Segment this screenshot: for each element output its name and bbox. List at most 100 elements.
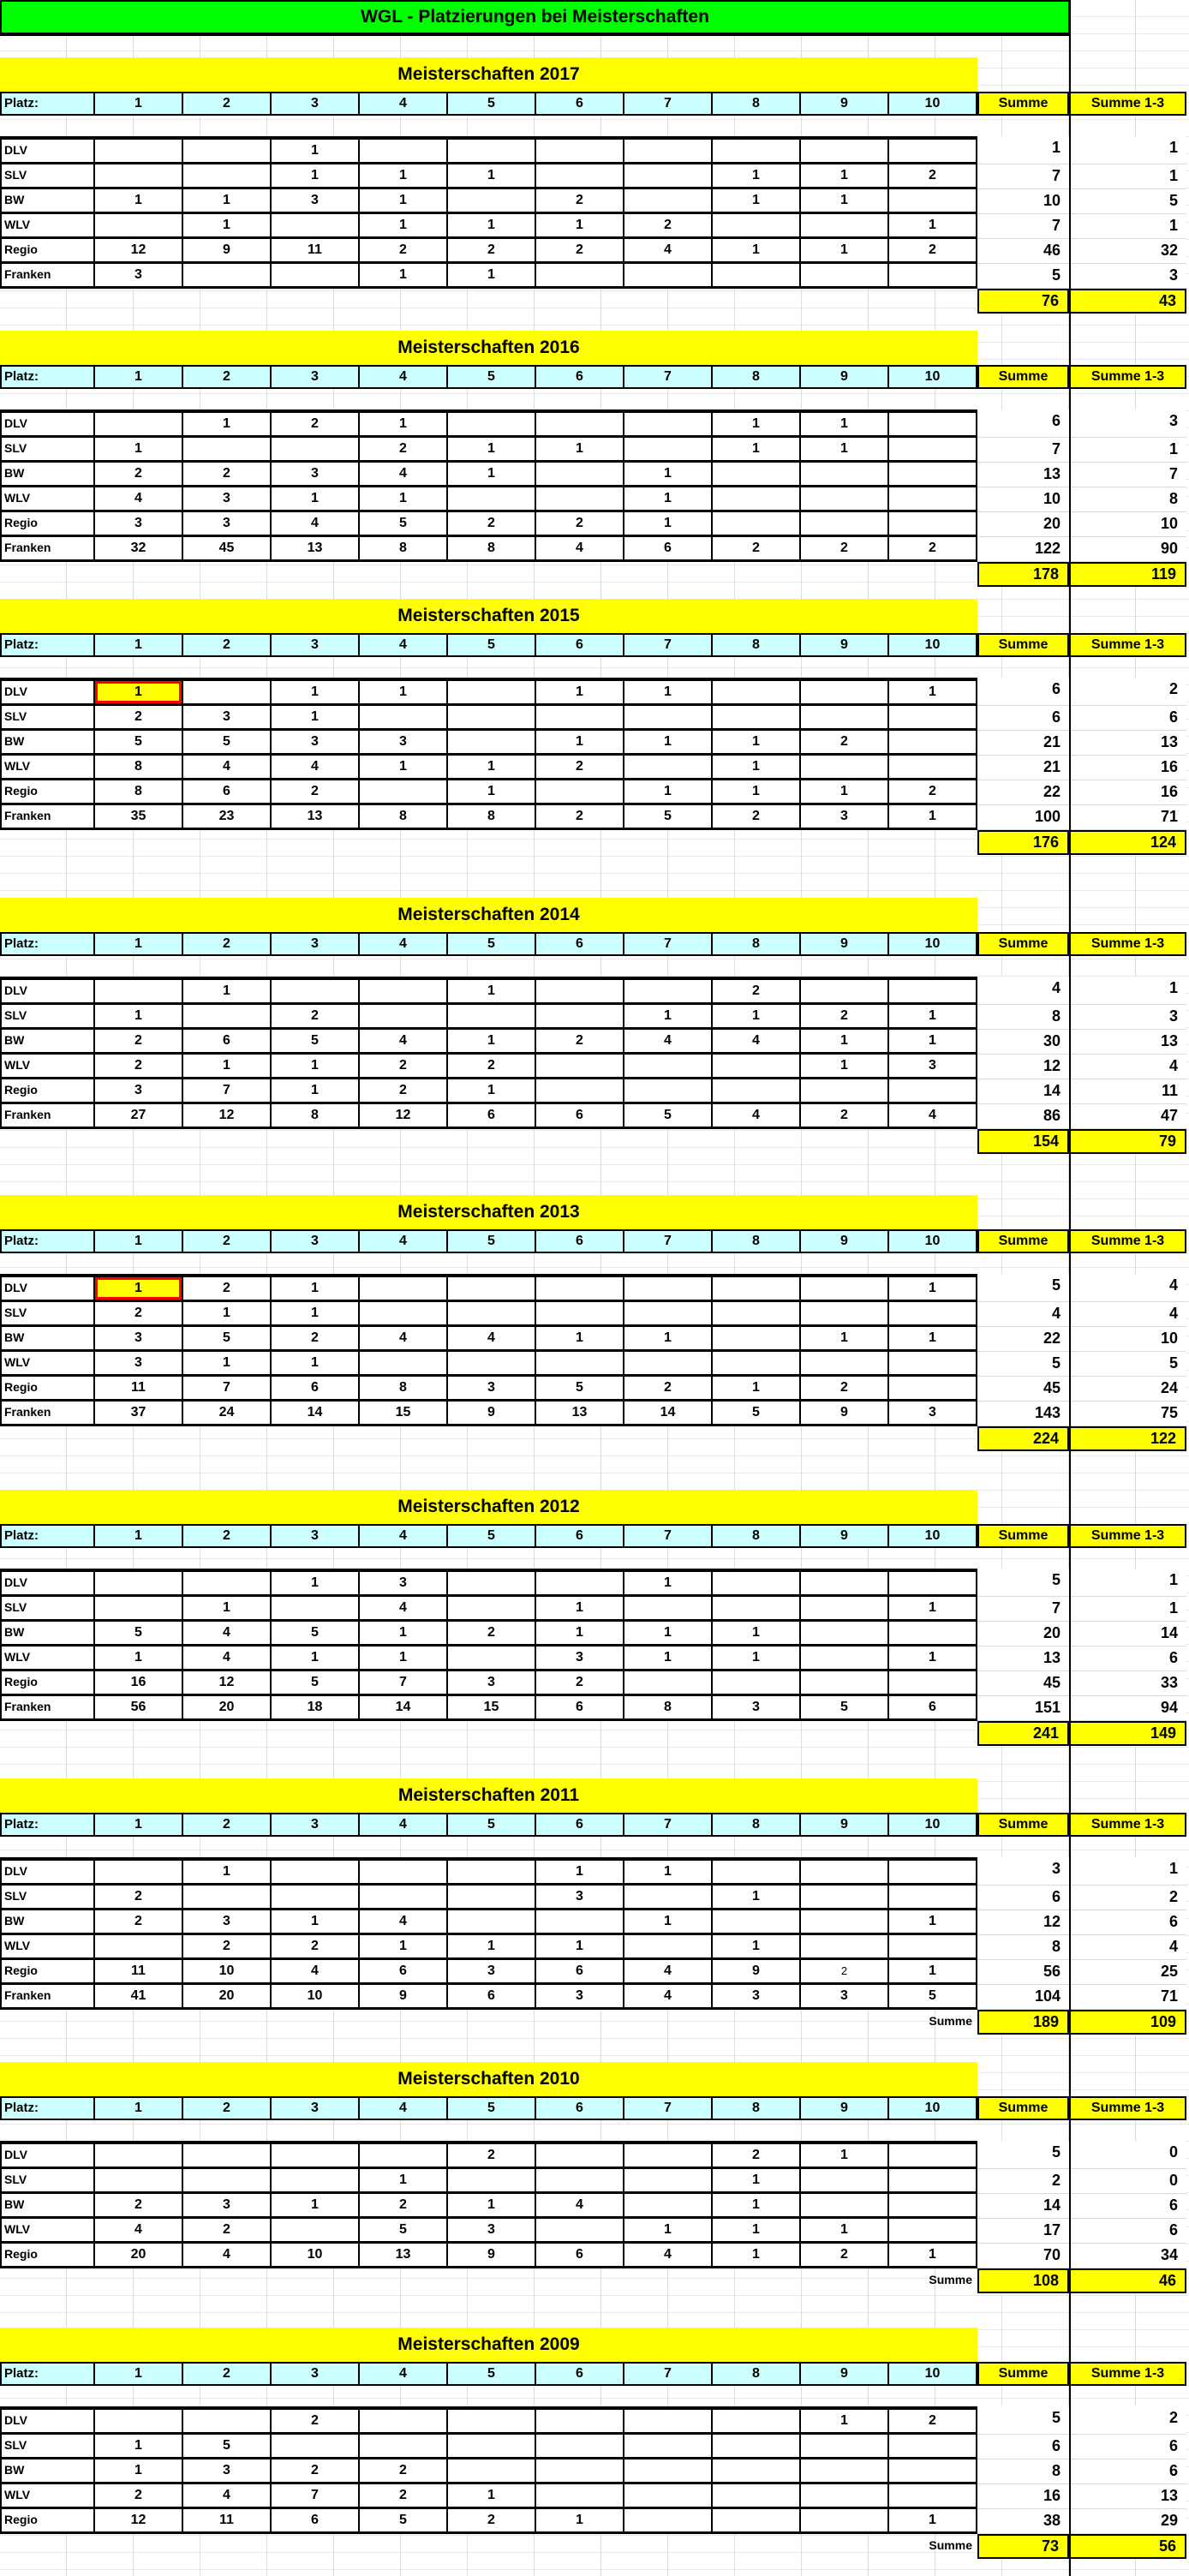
place-cell[interactable]: 5 [360, 512, 448, 537]
place-cell[interactable]: 3 [272, 731, 360, 756]
place-cell[interactable]: 11 [272, 239, 360, 264]
place-cell[interactable]: 1 [801, 780, 889, 805]
place-cell[interactable] [95, 2169, 183, 2194]
place-cell[interactable] [272, 264, 360, 289]
summe13-value-cell[interactable]: 0 [1069, 2169, 1186, 2194]
summe-value-cell[interactable]: 8 [977, 1005, 1069, 1030]
place-cell[interactable]: 1 [889, 678, 977, 706]
place-cell[interactable]: 1 [360, 1647, 448, 1671]
place-cell[interactable]: 3 [448, 1377, 536, 1402]
place-cell[interactable] [889, 264, 977, 289]
place-cell[interactable]: 13 [272, 537, 360, 562]
place-cell[interactable] [536, 136, 624, 164]
place-cell[interactable] [624, 136, 713, 164]
place-cell[interactable] [713, 487, 801, 512]
place-cell[interactable] [889, 136, 977, 164]
place-cell[interactable] [624, 1352, 713, 1377]
place-cell[interactable]: 2 [95, 1055, 183, 1079]
place-cell[interactable]: 3 [95, 1327, 183, 1352]
summe13-value-cell[interactable]: 6 [1069, 2459, 1186, 2484]
place-cell[interactable]: 1 [360, 678, 448, 706]
total-summe-value[interactable]: 241 [977, 1721, 1069, 1746]
place-cell[interactable] [801, 264, 889, 289]
place-cell[interactable] [713, 2459, 801, 2484]
place-cell[interactable] [801, 1647, 889, 1671]
place-cell[interactable] [801, 2169, 889, 2194]
place-cell[interactable]: 1 [183, 1055, 272, 1079]
place-cell[interactable]: 1 [713, 239, 801, 264]
place-cell[interactable]: 14 [272, 1402, 360, 1426]
summe13-value-cell[interactable]: 6 [1069, 2435, 1186, 2459]
place-cell[interactable]: 1 [801, 164, 889, 189]
place-cell[interactable] [801, 463, 889, 487]
place-cell[interactable]: 1 [624, 678, 713, 706]
summe-value-cell[interactable]: 8 [977, 1935, 1069, 1960]
summe13-value-cell[interactable]: 4 [1069, 1274, 1186, 1302]
place-cell[interactable] [801, 1597, 889, 1622]
place-cell[interactable]: 8 [95, 756, 183, 780]
place-cell[interactable]: 4 [272, 756, 360, 780]
place-cell[interactable]: 7 [183, 1079, 272, 1104]
place-cell[interactable]: 20 [95, 2244, 183, 2268]
place-cell[interactable]: 13 [360, 2244, 448, 2268]
place-cell[interactable] [624, 2169, 713, 2194]
place-cell[interactable]: 1 [448, 1079, 536, 1104]
place-cell[interactable]: 1 [713, 780, 801, 805]
place-cell[interactable]: 2 [272, 1327, 360, 1352]
place-cell[interactable]: 3 [360, 731, 448, 756]
place-cell[interactable] [448, 409, 536, 438]
total-summe13-value[interactable]: 79 [1069, 1129, 1186, 1154]
place-cell[interactable]: 1 [448, 977, 536, 1005]
place-cell[interactable]: 2 [536, 512, 624, 537]
summe13-value-cell[interactable]: 33 [1069, 1671, 1186, 1696]
place-cell[interactable]: 3 [183, 2194, 272, 2219]
place-cell[interactable]: 1 [95, 1647, 183, 1671]
place-cell[interactable] [272, 1597, 360, 1622]
summe-value-cell[interactable]: 6 [977, 2435, 1069, 2459]
place-cell[interactable]: 4 [624, 1030, 713, 1055]
place-cell[interactable] [624, 409, 713, 438]
place-cell[interactable] [713, 1327, 801, 1352]
place-cell[interactable]: 11 [95, 1960, 183, 1985]
place-cell[interactable]: 4 [360, 1597, 448, 1622]
place-cell[interactable]: 1 [801, 438, 889, 463]
place-cell[interactable]: 2 [889, 2406, 977, 2435]
summe-value-cell[interactable]: 104 [977, 1985, 1069, 2010]
summe-value-cell[interactable]: 17 [977, 2219, 1069, 2244]
place-cell[interactable]: 1 [713, 1377, 801, 1402]
place-cell[interactable]: 1 [360, 487, 448, 512]
place-cell[interactable] [536, 487, 624, 512]
summe-value-cell[interactable]: 5 [977, 2141, 1069, 2169]
place-cell[interactable] [624, 1671, 713, 1696]
place-cell[interactable]: 2 [95, 463, 183, 487]
place-cell[interactable]: 4 [624, 1985, 713, 2010]
place-cell[interactable]: 4 [889, 1104, 977, 1129]
place-cell[interactable]: 6 [536, 2244, 624, 2268]
summe-value-cell[interactable]: 10 [977, 189, 1069, 214]
summe-value-cell[interactable]: 56 [977, 1960, 1069, 1985]
place-cell[interactable]: 2 [360, 1055, 448, 1079]
place-cell[interactable] [536, 164, 624, 189]
summe13-value-cell[interactable]: 6 [1069, 2194, 1186, 2219]
place-cell[interactable]: 1 [536, 1935, 624, 1960]
place-cell[interactable]: 4 [713, 1030, 801, 1055]
place-cell[interactable] [889, 512, 977, 537]
place-cell[interactable]: 1 [183, 977, 272, 1005]
place-cell[interactable] [448, 2406, 536, 2435]
place-cell[interactable] [713, 1910, 801, 1935]
place-cell[interactable] [624, 2484, 713, 2509]
place-cell[interactable]: 4 [272, 1960, 360, 1985]
place-cell[interactable] [272, 438, 360, 463]
summe13-value-cell[interactable]: 1 [1069, 214, 1186, 239]
place-cell[interactable]: 1 [272, 1647, 360, 1671]
place-cell[interactable]: 12 [183, 1104, 272, 1129]
place-cell[interactable]: 8 [448, 537, 536, 562]
summe-value-cell[interactable]: 45 [977, 1377, 1069, 1402]
place-cell[interactable]: 2 [713, 2141, 801, 2169]
place-cell[interactable]: 4 [360, 1910, 448, 1935]
place-cell[interactable] [889, 2194, 977, 2219]
summe-value-cell[interactable]: 13 [977, 463, 1069, 487]
place-cell[interactable]: 2 [95, 2484, 183, 2509]
place-cell[interactable]: 2 [272, 2459, 360, 2484]
place-cell[interactable]: 1 [272, 487, 360, 512]
